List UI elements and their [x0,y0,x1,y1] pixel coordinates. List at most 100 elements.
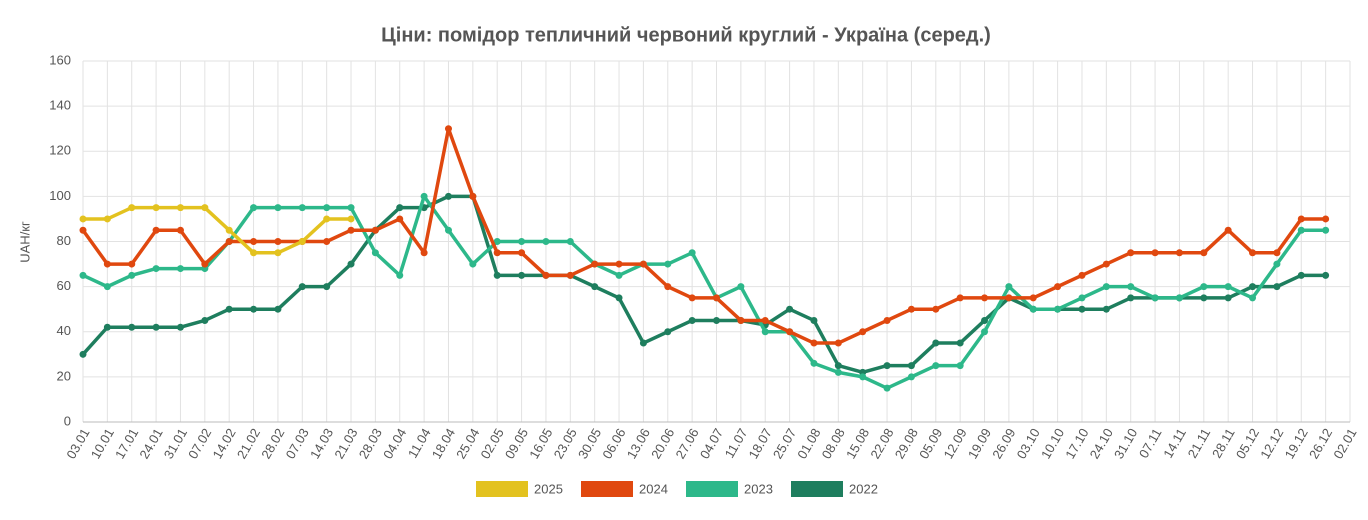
data-point [176,265,184,273]
data-point [518,238,526,245]
data-point [250,238,258,245]
data-point [152,265,160,273]
x-tick-label: 31.10 [1111,426,1140,462]
data-point [274,204,282,212]
legend-swatch[interactable] [581,481,633,497]
data-point [79,215,87,223]
data-point [639,260,647,268]
data-point [956,294,964,302]
x-tick-label: 02.05 [478,426,507,462]
y-tick-label: 120 [49,143,71,158]
data-point [420,249,428,257]
data-point [1078,305,1086,313]
data-point [883,316,891,324]
series-line [81,126,1326,345]
data-point [1102,305,1110,313]
data-point [834,339,842,347]
x-tick-label: 16.05 [526,426,555,462]
data-point [201,316,209,324]
legend-label: 2025 [534,481,563,496]
data-point [103,215,111,223]
data-point [664,260,672,268]
series-line [82,194,1326,390]
data-point [639,339,647,347]
data-point [201,260,209,268]
data-point [1249,249,1257,257]
data-point [128,260,136,268]
data-point [1224,283,1232,291]
data-point [225,305,233,313]
data-point [1297,271,1305,279]
legend-swatch[interactable] [791,481,843,497]
legend-swatch[interactable] [686,481,738,497]
x-tick-label: 18.04 [429,426,458,462]
data-point [274,249,282,257]
data-point [152,323,160,331]
data-point [371,249,379,257]
data-point [79,226,87,234]
legend-label: 2023 [744,481,773,496]
data-point [1322,226,1330,234]
x-tick-label: 24.01 [136,426,165,462]
data-point [128,271,136,279]
data-point [128,323,136,331]
x-tick-label: 04.04 [380,426,409,462]
data-point [907,305,915,313]
data-point [1029,305,1037,313]
data-point [907,373,915,381]
data-point [810,359,818,367]
data-point [152,204,160,212]
data-point [420,192,428,200]
x-tick-label: 10.10 [1038,426,1067,462]
data-point [615,294,623,302]
data-point [298,204,306,212]
data-point [1054,305,1062,313]
x-tick-label: 19.12 [1282,426,1311,462]
data-point [566,238,574,245]
data-point [176,226,184,234]
data-point [1273,249,1281,257]
x-tick-label: 21.02 [234,426,263,462]
data-point [786,305,794,313]
x-tick-label: 25.04 [453,426,482,462]
data-point [1200,283,1208,291]
x-tick-label: 24.10 [1087,426,1116,462]
legend-label: 2022 [849,481,878,496]
data-point [834,368,842,376]
data-point [176,323,184,331]
x-tick-label: 10.01 [88,426,117,462]
data-point [347,215,355,223]
data-point [225,238,233,245]
data-point [225,226,233,234]
data-point [932,305,940,313]
data-point [1054,283,1062,291]
data-point [323,215,331,223]
x-tick-label: 01.08 [794,426,823,462]
x-tick-label: 21.11 [1185,426,1214,461]
data-point [1102,283,1110,291]
data-point [396,215,404,223]
data-point [250,249,258,257]
x-tick-label: 05.12 [1233,426,1262,462]
data-point [932,362,940,370]
data-point [810,339,818,347]
x-tick-label: 28.03 [356,426,385,462]
x-tick-label: 27.06 [672,426,701,462]
data-point [250,305,258,313]
x-tick-label: 08.08 [819,426,848,462]
data-point [1322,271,1330,279]
data-point [981,328,989,336]
data-point [883,384,891,392]
data-point [688,294,696,302]
data-point [737,316,745,324]
data-point [79,271,87,279]
data-point [1005,283,1013,291]
data-point [713,294,720,302]
legend-swatch[interactable] [476,481,528,497]
x-tick-label: 29.08 [892,426,921,462]
data-point [1175,294,1183,302]
x-tick-label: 18.07 [746,426,775,462]
data-point [591,283,599,291]
data-point [274,305,282,313]
data-point [664,283,672,291]
